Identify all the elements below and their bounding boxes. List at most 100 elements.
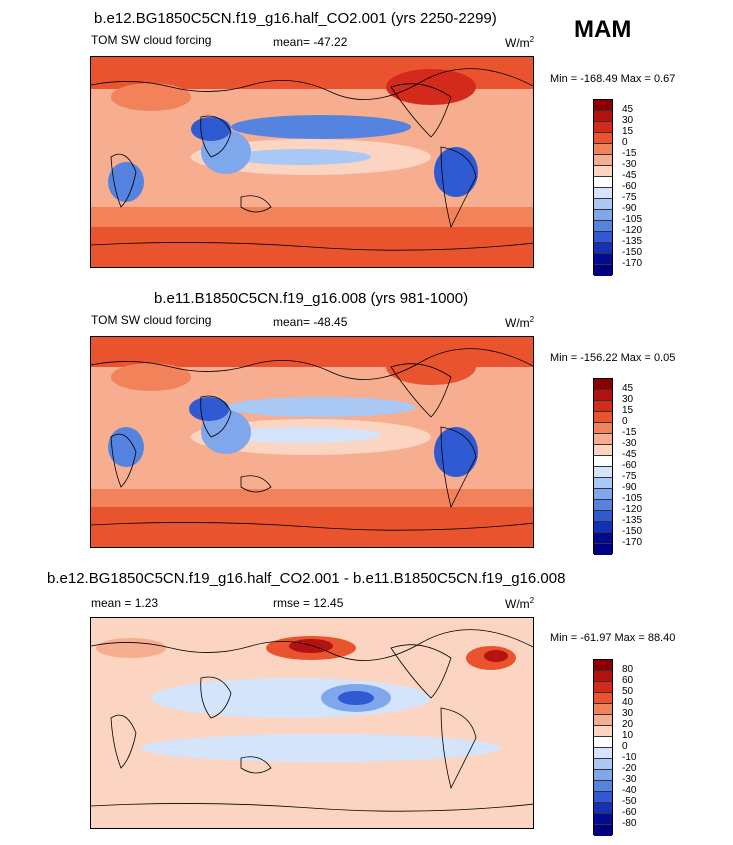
colorbar-swatch bbox=[594, 522, 612, 533]
colorbar-tick-label: -30 bbox=[622, 159, 637, 170]
colorbar-swatch bbox=[594, 111, 612, 122]
colorbar-swatch bbox=[594, 682, 612, 693]
colorbar-swatch bbox=[594, 814, 612, 825]
colorbar-tick-label: -15 bbox=[622, 148, 637, 159]
panel2-title: b.e11.B1850C5CN.f19_g16.008 (yrs 981-100… bbox=[154, 290, 469, 307]
colorbar-swatch bbox=[594, 199, 612, 210]
panel3-colorbar bbox=[593, 659, 613, 836]
colorbar-swatch bbox=[594, 478, 612, 489]
colorbar-swatch bbox=[594, 781, 612, 792]
panel3-mean-label: mean = 1.23 bbox=[91, 596, 159, 610]
itcz-region bbox=[221, 427, 381, 443]
panel2-minmax: Min = -156.22 Max = 0.05 bbox=[550, 352, 676, 364]
panel3-units: W/m2 bbox=[505, 596, 535, 611]
colorbar-swatch bbox=[594, 100, 612, 111]
colorbar-swatch bbox=[594, 265, 612, 276]
storm-track-region bbox=[226, 397, 416, 417]
eurasia-region bbox=[111, 83, 191, 111]
africa-region bbox=[108, 427, 144, 467]
colorbar-swatch bbox=[594, 254, 612, 265]
colorbar-tick-label: -105 bbox=[622, 493, 643, 504]
coastline-australia bbox=[240, 475, 272, 493]
colorbar-swatch bbox=[594, 792, 612, 803]
colorbar-swatch bbox=[594, 221, 612, 232]
colorbar-swatch bbox=[594, 188, 612, 199]
colorbar-tick-label: -60 bbox=[622, 460, 637, 471]
colorbar-tick-label: -60 bbox=[622, 181, 637, 192]
colorbar-tick-label: -120 bbox=[622, 225, 643, 236]
colorbar-swatch bbox=[594, 412, 612, 423]
colorbar-swatch bbox=[594, 445, 612, 456]
panel1-variable-label: TOM SW cloud forcing bbox=[91, 33, 212, 47]
colorbar-tick-label: 20 bbox=[622, 719, 634, 730]
colorbar-swatch bbox=[594, 232, 612, 243]
colorbar-tick-label: 0 bbox=[622, 137, 628, 148]
colorbar-swatch bbox=[594, 544, 612, 555]
coastline-south-america bbox=[440, 707, 477, 790]
colorbar-swatch bbox=[594, 144, 612, 155]
colorbar-swatch bbox=[594, 133, 612, 144]
colorbar-tick-label: 0 bbox=[622, 741, 628, 752]
colorbar-tick-label: 50 bbox=[622, 686, 634, 697]
colorbar-tick-label: -75 bbox=[622, 471, 637, 482]
pacific-negative-peak bbox=[338, 691, 374, 705]
colorbar-tick-label: -135 bbox=[622, 515, 643, 526]
colorbar-swatch bbox=[594, 825, 612, 836]
coastline-north-america bbox=[390, 83, 452, 138]
panel2-map bbox=[90, 336, 534, 548]
colorbar-tick-label: 80 bbox=[622, 664, 634, 675]
colorbar-swatch bbox=[594, 467, 612, 478]
coastline-south-america bbox=[440, 146, 477, 229]
colorbar-tick-label: 45 bbox=[622, 104, 634, 115]
colorbar-swatch bbox=[594, 715, 612, 726]
coastline-asia bbox=[200, 395, 232, 438]
coastline-australia bbox=[240, 195, 272, 213]
maritime-continent-region bbox=[201, 410, 251, 454]
colorbar-tick-label: 60 bbox=[622, 675, 634, 686]
colorbar-tick-label: 30 bbox=[622, 115, 634, 126]
colorbar-tick-label: -90 bbox=[622, 482, 637, 493]
panel2-units: W/m2 bbox=[505, 315, 535, 330]
colorbar-tick-label: 15 bbox=[622, 405, 634, 416]
panel1-units: W/m2 bbox=[505, 35, 535, 50]
colorbar-swatch bbox=[594, 434, 612, 445]
colorbar-tick-label: 30 bbox=[622, 394, 634, 405]
colorbar-swatch bbox=[594, 456, 612, 467]
panel3-map bbox=[90, 617, 534, 829]
panel1-title: b.e12.BG1850C5CN.f19_g16.half_CO2.001 (y… bbox=[94, 10, 497, 27]
colorbar-swatch bbox=[594, 770, 612, 781]
east-asia-region bbox=[189, 397, 229, 421]
panel3-title: b.e12.BG1850C5CN.f19_g16.half_CO2.001 - … bbox=[47, 570, 566, 587]
panel1-minmax: Min = -168.49 Max = 0.67 bbox=[550, 73, 676, 85]
colorbar-swatch bbox=[594, 423, 612, 434]
colorbar-tick-label: -20 bbox=[622, 763, 637, 774]
colorbar-swatch bbox=[594, 671, 612, 682]
colorbar-tick-label: -120 bbox=[622, 504, 643, 515]
maritime-continent-region bbox=[201, 130, 251, 174]
coastline-south-america bbox=[440, 426, 477, 509]
north-atlantic-peak bbox=[484, 650, 508, 662]
colorbar-swatch bbox=[594, 533, 612, 544]
europe-positive bbox=[96, 638, 166, 658]
colorbar-tick-label: -135 bbox=[622, 236, 643, 247]
coastline-antarctica bbox=[91, 242, 533, 251]
coastline-asia bbox=[200, 115, 232, 158]
colorbar-tick-label: -150 bbox=[622, 526, 643, 537]
colorbar-swatch bbox=[594, 155, 612, 166]
colorbar-tick-label: -80 bbox=[622, 818, 637, 829]
colorbar-tick-label: -10 bbox=[622, 752, 637, 763]
colorbar-tick-label: -15 bbox=[622, 427, 637, 438]
coastline-north bbox=[91, 68, 533, 100]
colorbar-tick-label: -105 bbox=[622, 214, 643, 225]
coastline-north-america bbox=[390, 363, 452, 418]
south-america-region bbox=[434, 427, 478, 477]
colorbar-tick-label: -30 bbox=[622, 438, 637, 449]
southern-band bbox=[91, 225, 533, 267]
colorbar-tick-label: -75 bbox=[622, 192, 637, 203]
panel1-mean-label: mean= -47.22 bbox=[273, 35, 348, 49]
colorbar-tick-label: -50 bbox=[622, 796, 637, 807]
colorbar-swatch bbox=[594, 704, 612, 715]
coastline-antarctica bbox=[91, 522, 533, 531]
colorbar-swatch bbox=[594, 122, 612, 133]
panel2-colorbar bbox=[593, 378, 613, 555]
